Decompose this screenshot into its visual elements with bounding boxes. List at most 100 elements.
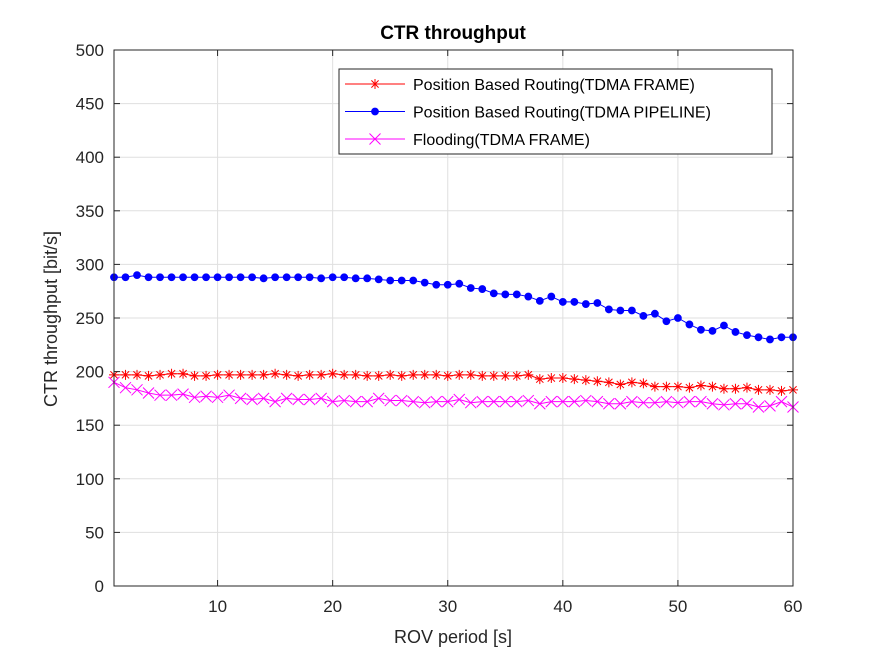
data-point xyxy=(350,369,361,380)
data-point xyxy=(614,397,627,410)
x-tick-label: 10 xyxy=(208,597,227,616)
data-point xyxy=(372,392,385,405)
data-point xyxy=(453,393,466,406)
data-point xyxy=(661,381,672,392)
data-point xyxy=(570,298,579,306)
data-point xyxy=(708,326,717,335)
data-point xyxy=(476,395,489,408)
x-tick-label: 50 xyxy=(668,597,687,616)
data-point xyxy=(547,292,556,301)
data-point xyxy=(419,369,430,380)
data-point xyxy=(674,314,682,322)
data-point xyxy=(165,389,178,402)
series-line xyxy=(113,381,794,408)
data-point xyxy=(373,370,384,381)
data-point xyxy=(120,369,131,380)
data-point xyxy=(707,381,718,392)
data-point xyxy=(524,292,533,301)
data-point xyxy=(328,273,337,282)
data-point xyxy=(478,285,487,293)
data-point xyxy=(420,278,429,287)
data-point xyxy=(361,395,374,408)
data-point xyxy=(501,290,510,299)
data-point xyxy=(546,373,557,384)
y-tick-label: 200 xyxy=(76,363,104,382)
data-point xyxy=(754,333,763,342)
data-point xyxy=(178,368,189,379)
data-point xyxy=(142,387,155,399)
data-point xyxy=(720,321,728,330)
data-point xyxy=(718,398,730,411)
data-point xyxy=(775,395,788,408)
x-tick-label: 60 xyxy=(784,597,803,616)
data-point xyxy=(119,381,132,394)
data-point xyxy=(121,273,130,282)
data-point xyxy=(638,378,649,389)
data-point xyxy=(395,394,408,407)
data-point xyxy=(650,309,659,318)
data-point xyxy=(144,273,153,282)
data-point xyxy=(685,320,694,329)
data-point xyxy=(179,273,187,282)
data-point xyxy=(431,369,442,380)
data-point xyxy=(131,383,143,396)
data-point xyxy=(202,273,210,282)
data-point xyxy=(766,335,774,344)
data-point xyxy=(386,276,395,285)
data-point xyxy=(396,370,407,381)
data-point xyxy=(315,392,328,405)
data-point xyxy=(236,273,245,282)
y-tick-label: 50 xyxy=(85,523,104,542)
data-point xyxy=(522,394,535,407)
data-point xyxy=(282,273,291,282)
data-point xyxy=(339,369,350,380)
data-point xyxy=(616,306,625,315)
data-point xyxy=(188,391,201,404)
legend-marker xyxy=(371,107,379,116)
data-point xyxy=(304,369,315,380)
ticks: 0 50 100 150 200 250 300 350 400 450 500 10 20 30 40 50… xyxy=(76,41,803,616)
data-point xyxy=(706,397,719,410)
data-point xyxy=(224,369,235,380)
data-point xyxy=(776,385,787,396)
series-1 xyxy=(109,368,798,396)
data-point xyxy=(200,390,212,403)
data-point xyxy=(212,369,223,380)
series-3 xyxy=(108,376,799,413)
data-point xyxy=(340,273,349,282)
data-point xyxy=(223,389,235,402)
data-point xyxy=(580,375,591,386)
data-point xyxy=(488,370,499,381)
data-point xyxy=(441,395,454,408)
data-point xyxy=(454,369,465,380)
data-point xyxy=(545,395,558,408)
data-point xyxy=(718,383,729,394)
data-point xyxy=(464,396,477,409)
series-group xyxy=(108,271,799,413)
data-point xyxy=(257,392,270,405)
legend-label: Flooding(TDMA FRAME) xyxy=(413,132,590,149)
data-point xyxy=(211,391,224,404)
data-point xyxy=(384,394,397,407)
data-point xyxy=(557,373,568,384)
data-point xyxy=(729,397,742,410)
data-point xyxy=(235,369,246,380)
legend-label: Position Based Routing(TDMA PIPELINE) xyxy=(413,105,711,122)
y-tick-label: 450 xyxy=(76,95,104,114)
data-point xyxy=(695,380,706,391)
data-point xyxy=(592,376,603,387)
data-point xyxy=(511,370,522,381)
legend-marker xyxy=(370,79,380,89)
data-point xyxy=(523,369,534,380)
data-point xyxy=(132,369,143,380)
data-point xyxy=(626,395,638,408)
data-point xyxy=(581,300,590,308)
data-point xyxy=(637,396,650,409)
data-point xyxy=(477,370,488,381)
data-point xyxy=(363,274,372,283)
data-point xyxy=(569,374,580,385)
legend: Position Based Routing(TDMA FRAME) Positi… xyxy=(338,68,773,155)
data-point xyxy=(535,296,544,305)
data-point xyxy=(317,274,326,283)
